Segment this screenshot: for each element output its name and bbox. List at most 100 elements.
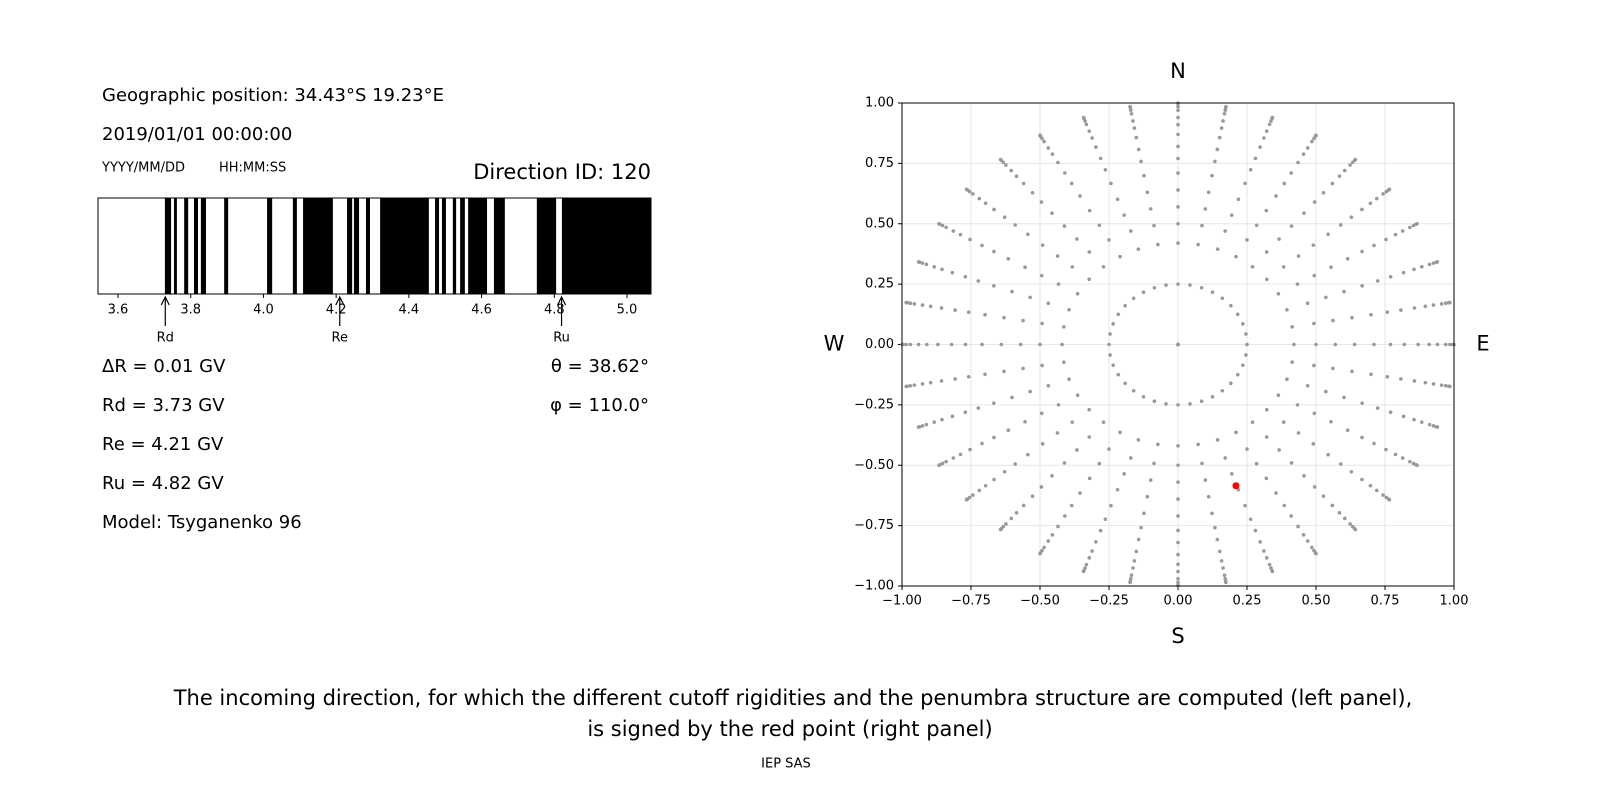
direction-point bbox=[1349, 215, 1354, 220]
direction-point bbox=[1400, 456, 1405, 460]
penumbra-band bbox=[536, 198, 557, 294]
direction-point bbox=[1350, 315, 1354, 320]
direction-point bbox=[992, 207, 996, 212]
direction-point bbox=[1142, 173, 1146, 178]
direction-point bbox=[1305, 301, 1310, 306]
direction-point bbox=[958, 452, 963, 457]
direction-point bbox=[1215, 247, 1220, 251]
direction-point bbox=[950, 270, 955, 275]
penumbra-band bbox=[303, 198, 333, 294]
marker-label: Ru bbox=[553, 331, 570, 346]
direction-point bbox=[1136, 247, 1141, 251]
direction-point bbox=[999, 342, 1004, 347]
direction-point bbox=[1277, 237, 1281, 241]
direction-point bbox=[1314, 551, 1318, 556]
direction-point bbox=[1234, 430, 1238, 435]
direction-point bbox=[1264, 277, 1269, 282]
direction-point bbox=[1310, 545, 1314, 550]
direction-point bbox=[1128, 580, 1132, 585]
direction-point bbox=[1241, 363, 1245, 367]
direction-point bbox=[964, 497, 969, 502]
direction-point bbox=[1267, 562, 1272, 567]
direction-point bbox=[1302, 474, 1306, 478]
direction-point bbox=[1217, 549, 1222, 554]
direction-point bbox=[1412, 267, 1416, 272]
penumbra-band bbox=[353, 198, 360, 294]
direction-point bbox=[916, 342, 921, 347]
direction-point bbox=[920, 303, 925, 307]
direction-point bbox=[1274, 194, 1278, 198]
direction-point bbox=[963, 274, 968, 279]
direction-point bbox=[1176, 205, 1180, 209]
direction-point bbox=[1108, 353, 1112, 357]
direction-point bbox=[951, 456, 956, 460]
direction-point bbox=[1094, 145, 1098, 149]
direction-point bbox=[1326, 232, 1330, 237]
direction-point bbox=[963, 410, 968, 415]
penumbra-border bbox=[97, 197, 652, 295]
direction-point bbox=[1203, 207, 1208, 211]
direction-point bbox=[939, 379, 944, 383]
direction-point bbox=[1206, 190, 1211, 195]
marker-arrowhead bbox=[557, 295, 567, 306]
result: Ru = 4.82 GV bbox=[102, 473, 224, 494]
direction-point bbox=[1388, 410, 1393, 415]
direction-point bbox=[1342, 516, 1347, 521]
direction-point bbox=[1419, 420, 1424, 424]
direction-point bbox=[1176, 403, 1180, 407]
marker-arrowhead bbox=[160, 295, 170, 306]
direction-point bbox=[1360, 401, 1364, 405]
x-tick-label: 4.8 bbox=[544, 303, 565, 318]
direction-point bbox=[937, 221, 941, 226]
direction-point bbox=[1443, 384, 1448, 388]
direction-point bbox=[1030, 494, 1035, 498]
direction-point bbox=[1084, 122, 1089, 127]
direction-point bbox=[1084, 562, 1089, 567]
direction-point bbox=[1063, 171, 1067, 175]
direction-point bbox=[1262, 136, 1266, 140]
direction-point bbox=[1062, 224, 1067, 228]
direction-point bbox=[1213, 525, 1217, 530]
direction-point bbox=[1108, 332, 1112, 336]
direction-point bbox=[928, 380, 933, 385]
direction-point bbox=[1152, 223, 1156, 228]
direction-point bbox=[1236, 197, 1241, 202]
direction-point bbox=[1448, 300, 1452, 305]
direction-point bbox=[1188, 402, 1192, 406]
direction-point bbox=[1028, 295, 1032, 300]
direction-point bbox=[1176, 342, 1180, 347]
penumbra-band bbox=[380, 198, 429, 294]
direction-point bbox=[1401, 414, 1406, 419]
direction-point bbox=[1148, 478, 1153, 482]
direction-point bbox=[1431, 424, 1436, 428]
direction-point bbox=[1289, 224, 1294, 228]
direction-point bbox=[1337, 511, 1342, 515]
direction-point bbox=[1136, 537, 1141, 542]
direction-point bbox=[1056, 282, 1061, 286]
direction-point bbox=[908, 301, 913, 305]
direction-point bbox=[1276, 291, 1281, 296]
direction-point bbox=[1264, 476, 1269, 481]
direction-point bbox=[1006, 428, 1011, 433]
direction-point bbox=[1046, 146, 1051, 150]
x-tick-label: 0.00 bbox=[1164, 594, 1193, 609]
direction-point bbox=[992, 435, 996, 440]
direction-point bbox=[1097, 461, 1102, 466]
direction-point bbox=[944, 459, 948, 464]
direction-point bbox=[1176, 528, 1180, 533]
direction-point bbox=[1176, 569, 1180, 574]
direction-point bbox=[1018, 342, 1023, 347]
direction-point bbox=[1348, 522, 1352, 526]
direction-point bbox=[1301, 152, 1306, 156]
direction-point bbox=[1118, 430, 1122, 435]
direction-point bbox=[1176, 221, 1180, 226]
caption: is signed by the red point (right panel) bbox=[587, 717, 992, 741]
direction-point bbox=[1067, 377, 1071, 381]
penumbra-band bbox=[561, 198, 651, 294]
penumbra-band bbox=[441, 198, 446, 294]
direction-point bbox=[1139, 525, 1143, 530]
direction-point bbox=[1090, 136, 1094, 140]
direction-point bbox=[1427, 262, 1432, 267]
direction-point bbox=[940, 267, 944, 272]
direction-point bbox=[1118, 254, 1122, 259]
